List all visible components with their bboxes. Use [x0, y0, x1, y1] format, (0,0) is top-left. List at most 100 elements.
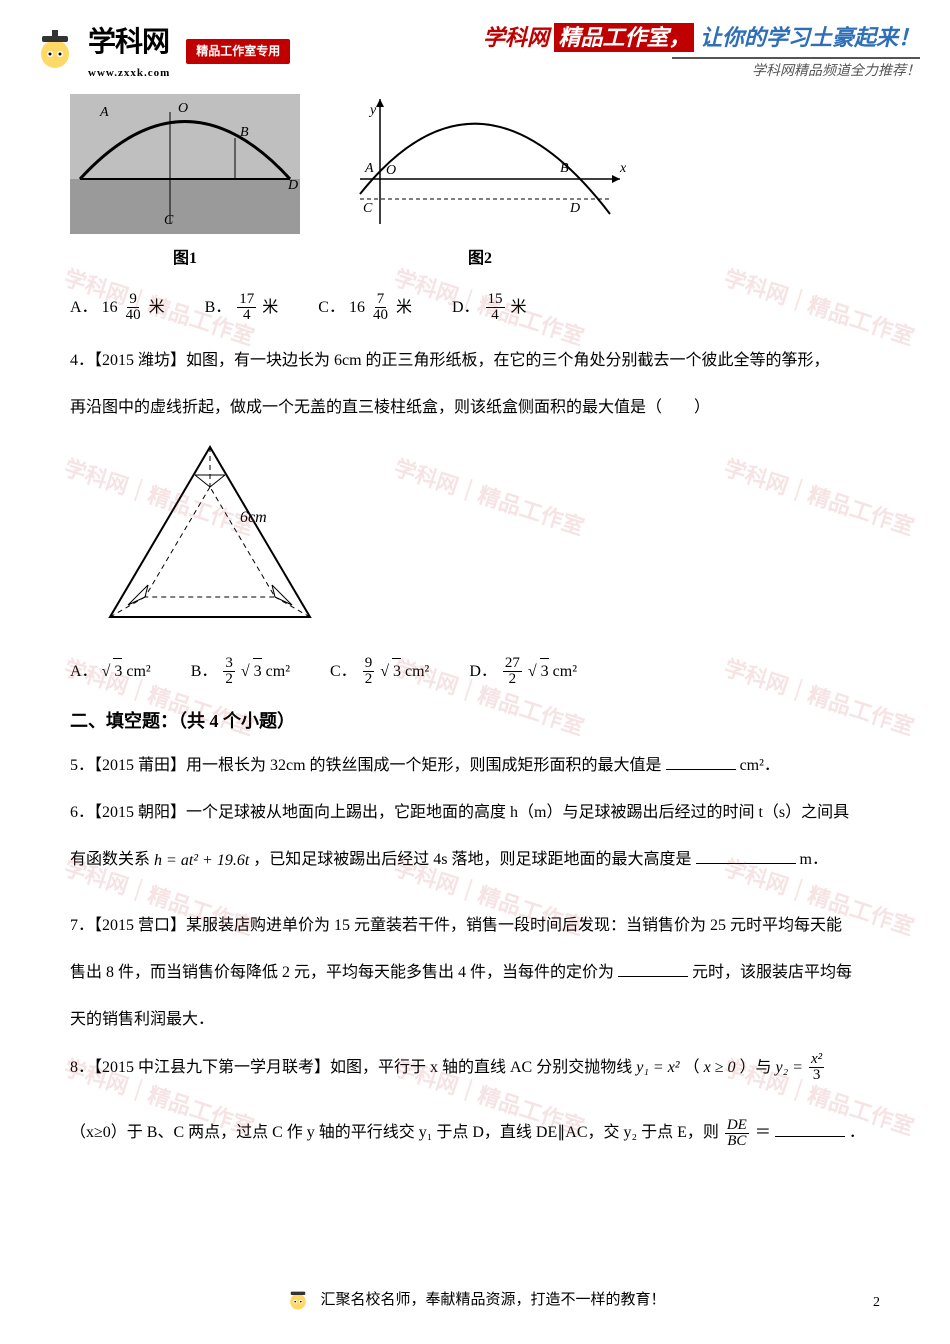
- svg-text:y: y: [368, 103, 377, 118]
- svg-text:O: O: [178, 101, 188, 116]
- opt-num: 15: [486, 292, 505, 308]
- opt-den: 4: [241, 308, 253, 323]
- q7-text-2a: 售出 8 件，而当销售价每降低 2 元，平均每天能多售出 4 件，当每件的定价为: [70, 964, 614, 981]
- opt-prefix: B．: [205, 295, 232, 321]
- q3-figures: A O B D C 图1 y x A O B C D: [70, 94, 880, 272]
- mascot-small-icon: [284, 1286, 312, 1314]
- q8-text-1a: 8．【2015 中江县九下第一学月联考】如图，平行于 x 轴的直线 AC 分别交…: [70, 1059, 632, 1076]
- q6-line1: 6．【2015 朝阳】一个足球被从地面向上踢出，它距地面的高度 h（m）与足球被…: [70, 795, 880, 830]
- opt-unit: 米: [511, 295, 527, 321]
- figure-2: y x A O B C D 图2: [330, 94, 630, 272]
- opt-prefix: C．: [330, 659, 357, 685]
- q7-line1: 7．【2015 营口】某服装店购进单价为 15 元童装若干件，销售一段时间后发现…: [70, 908, 880, 943]
- q8-f1-lhs: y₁ = x²: [636, 1059, 679, 1076]
- q8-eq: ＝: [755, 1124, 771, 1141]
- svg-text:A: A: [364, 161, 374, 176]
- q3-option-a: A． 16 940 米: [70, 292, 165, 323]
- opt-prefix: D．: [469, 659, 497, 685]
- q6-text-2b: ，已知足球被踢出后经过 4s 落地，则足球距地面的最大高度是: [253, 851, 691, 868]
- header-badge: 精品工作室专用: [186, 39, 290, 64]
- q8-line1: 8．【2015 中江县九下第一学月联考】如图，平行于 x 轴的直线 AC 分别交…: [70, 1050, 880, 1085]
- q8-par-r: ）与: [740, 1059, 772, 1076]
- q8-f1-cond: x ≥ 0: [704, 1059, 736, 1076]
- q4-option-b: B． 32 √3 cm²: [191, 656, 290, 687]
- q6-text-2a: 有函数关系: [70, 851, 150, 868]
- figure-1-label: 图1: [70, 246, 300, 272]
- slogan-part3: 让你的学习土豪起来！: [700, 25, 920, 50]
- slogan-line: 学科网 精品工作室， 让你的学习土豪起来！: [483, 20, 920, 55]
- opt-prefix: D．: [452, 295, 480, 321]
- q8-blank: [775, 1121, 845, 1137]
- mascot-icon: [30, 26, 80, 76]
- q4-option-d: D． 272 √3 cm²: [469, 656, 577, 687]
- q8-f2-den: 3: [811, 1068, 823, 1083]
- logo-block: 学科网 www.zxxk.com 精品工作室专用: [30, 20, 290, 82]
- opt-whole: 16: [349, 295, 365, 321]
- opt-prefix: B．: [191, 659, 218, 685]
- q3-option-b: B． 174 米: [205, 292, 279, 323]
- svg-text:B: B: [560, 161, 569, 176]
- svg-text:C: C: [363, 201, 373, 216]
- opt-den: 40: [124, 308, 143, 323]
- svg-text:B: B: [240, 125, 249, 140]
- q8-ratio-num: DE: [725, 1118, 749, 1134]
- q6-blank: [696, 848, 796, 864]
- opt-num: 17: [237, 292, 256, 308]
- opt-root: 3: [253, 658, 262, 685]
- svg-text:C: C: [164, 213, 174, 228]
- q7-blank: [618, 961, 688, 977]
- opt-num: 7: [375, 292, 387, 308]
- opt-prefix: C．: [318, 295, 345, 321]
- q8-f2-lhs: y₂ =: [776, 1059, 803, 1076]
- opt-unit: cm²: [126, 659, 150, 685]
- q8-ratio-den: BC: [725, 1134, 748, 1149]
- slogan-part2: 精品工作室，: [554, 23, 694, 52]
- svg-text:D: D: [569, 201, 580, 216]
- q4-option-c: C． 92 √3 cm²: [330, 656, 429, 687]
- q4-figure: 6cm: [100, 437, 880, 636]
- q3-options: A． 16 940 米 B． 174 米 C． 16 740 米 D． 154 …: [70, 292, 880, 323]
- q7-text-2b: 元时，该服装店平均每: [692, 964, 852, 981]
- opt-num: 3: [223, 656, 235, 672]
- svg-text:x: x: [619, 161, 627, 176]
- page-footer: 汇聚名校名师，奉献精品资源，打造不一样的教育！: [0, 1286, 950, 1314]
- q6-line2: 有函数关系 h = at² + 19.6t ，已知足球被踢出后经过 4s 落地，…: [70, 842, 880, 878]
- figure-1: A O B D C 图1: [70, 94, 300, 272]
- q8-tail: ．: [849, 1124, 865, 1141]
- q5: 5．【2015 莆田】用一根长为 32cm 的铁丝围成一个矩形，则围成矩形面积的…: [70, 748, 880, 783]
- page-number: 2: [873, 1292, 880, 1314]
- footer-text: 汇聚名校名师，奉献精品资源，打造不一样的教育！: [320, 1288, 665, 1312]
- q4-options: A． √3 cm² B． 32 √3 cm² C． 92 √3 cm² D． 2…: [70, 656, 880, 687]
- svg-text:6cm: 6cm: [240, 509, 267, 526]
- q7-line2: 售出 8 件，而当销售价每降低 2 元，平均每天能多售出 4 件，当每件的定价为…: [70, 955, 880, 990]
- opt-unit: 米: [262, 295, 278, 321]
- page-content: A O B D C 图1 y x A O B C D: [0, 94, 950, 1150]
- opt-num: 27: [503, 656, 522, 672]
- opt-unit: cm²: [553, 659, 577, 685]
- q8-text-2a: （x≥0）于 B、C 两点，过点 C 作 y 轴的平行线交 y₁ 于点 D，直线…: [70, 1124, 719, 1141]
- opt-root: 3: [392, 658, 401, 685]
- opt-unit: cm²: [405, 659, 429, 685]
- q4-line1: 4．【2015 潍坊】如图，有一块边长为 6cm 的正三角形纸板，在它的三个角处…: [70, 343, 880, 378]
- section-2-heading: 二、填空题：（共 4 个小题）: [70, 707, 880, 736]
- opt-prefix: A．: [70, 659, 98, 685]
- figure-2-label: 图2: [330, 246, 630, 272]
- q3-option-d: D． 154 米: [452, 292, 527, 323]
- opt-den: 2: [507, 672, 519, 687]
- q7-line3: 天的销售利润最大．: [70, 1002, 880, 1037]
- opt-den: 2: [223, 672, 235, 687]
- opt-unit: 米: [396, 295, 412, 321]
- opt-root: 3: [113, 658, 122, 685]
- q8-f2-num: x²: [809, 1052, 824, 1068]
- q4-line2: 再沿图中的虚线折起，做成一个无盖的直三棱柱纸盒，则该纸盒侧面积的最大值是（ ）: [70, 390, 880, 425]
- opt-num: 9: [363, 656, 375, 672]
- opt-den: 40: [371, 308, 390, 323]
- q6-tail: m．: [800, 851, 828, 868]
- opt-unit: cm²: [266, 659, 290, 685]
- q6-formula: h = at² + 19.6t: [154, 843, 249, 878]
- q4-option-a: A． √3 cm²: [70, 658, 151, 685]
- slogan-sub: 学科网精品频道全力推荐！: [672, 57, 920, 83]
- header-right: 学科网 精品工作室， 让你的学习土豪起来！ 学科网精品频道全力推荐！: [483, 20, 920, 84]
- opt-prefix: A．: [70, 295, 98, 321]
- svg-text:D: D: [287, 178, 298, 193]
